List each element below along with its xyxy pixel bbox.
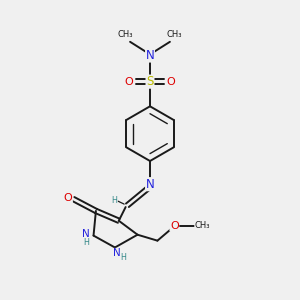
Text: CH₃: CH₃ <box>118 30 133 39</box>
Text: O: O <box>170 221 179 231</box>
Text: H: H <box>83 238 89 247</box>
Text: CH₃: CH₃ <box>167 30 182 39</box>
Text: O: O <box>64 193 72 202</box>
Text: H: H <box>111 196 117 205</box>
Text: O: O <box>125 76 134 87</box>
Text: CH₃: CH₃ <box>195 221 210 230</box>
Text: S: S <box>146 75 154 88</box>
Text: H: H <box>120 253 126 262</box>
Text: N: N <box>82 230 90 239</box>
Text: O: O <box>167 76 175 87</box>
Text: N: N <box>146 49 154 62</box>
Text: N: N <box>113 248 121 258</box>
Text: N: N <box>146 178 154 191</box>
